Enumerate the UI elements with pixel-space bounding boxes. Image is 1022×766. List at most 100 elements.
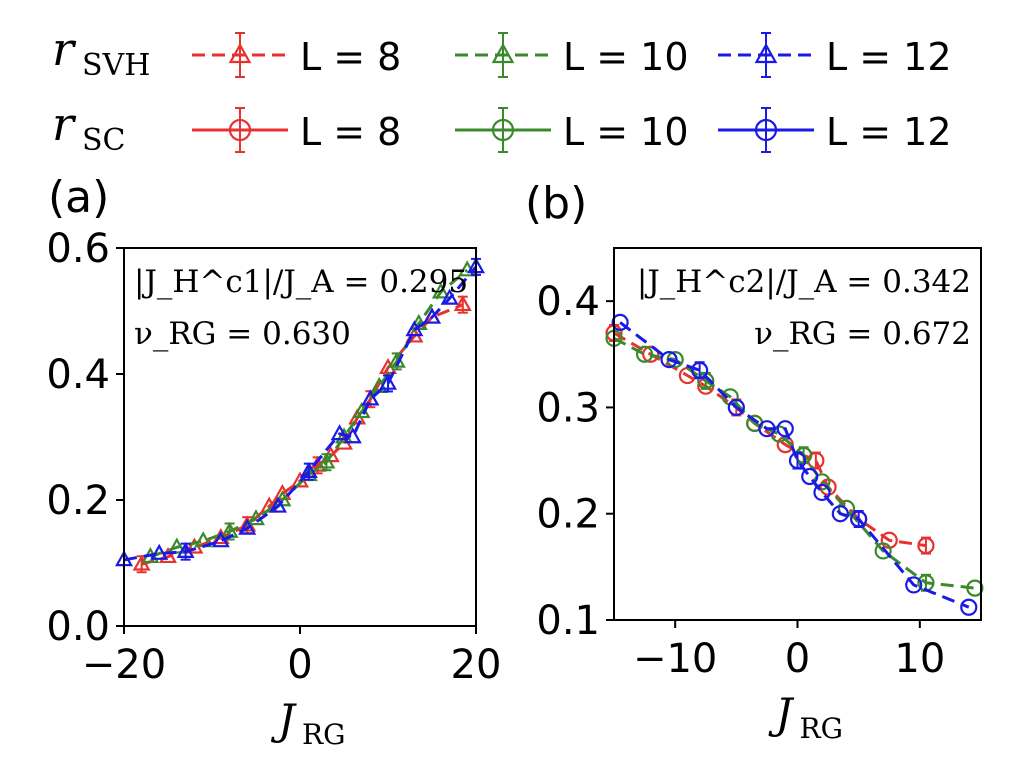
series-L12	[115, 257, 485, 567]
data-point	[758, 420, 776, 438]
y-tick-label: 0.1	[536, 598, 600, 644]
series-line	[613, 336, 976, 590]
y-tick-label: 0.0	[46, 604, 110, 650]
x-tick-label: −10	[633, 636, 717, 682]
legend-entry: L = 12	[718, 107, 952, 154]
data-point	[874, 542, 892, 560]
legend-circle-marker	[491, 118, 515, 142]
legend-entry: L = 8	[192, 32, 401, 79]
annotation: |J_H^c1|/J_A = 0.295 ν_RG = 0.630	[134, 264, 468, 352]
annotation-nu: ν_RG = 0.630	[134, 316, 351, 352]
plot-frame	[613, 247, 982, 621]
legend-circle-marker	[754, 118, 778, 142]
legend-triangle-marker	[491, 42, 515, 64]
data-point	[611, 313, 629, 331]
data-point	[453, 294, 472, 312]
x-tick-label: 0	[785, 636, 810, 682]
y-tick-label: 0.2	[536, 492, 600, 538]
data-point	[905, 576, 923, 594]
data-point	[850, 510, 868, 528]
legend-entry-label: L = 12	[826, 110, 952, 154]
legend-entry-label: L = 8	[300, 110, 401, 154]
panel-b-plot: −10 0 10 0.1 0.2 0.3 0.4 J RG |J_H^c2|/J_A = 0.34…	[536, 247, 984, 745]
data-point	[635, 345, 654, 363]
legend-entry-label: L = 10	[563, 110, 689, 154]
y-tick-label: 0.2	[46, 478, 110, 524]
x-tick-label: 0	[287, 642, 312, 688]
annotation-critical-coupling: |J_H^c2|/J_A = 0.342	[637, 264, 971, 300]
panel-a-label: (a)	[48, 172, 109, 223]
data-point	[379, 373, 397, 390]
data-point	[299, 461, 318, 478]
y-tick-label: 0.6	[46, 226, 110, 272]
data-point	[966, 579, 984, 597]
plot-frame	[123, 247, 477, 627]
legend-metric-label: r	[52, 97, 77, 151]
legend-entry-label: L = 12	[826, 35, 952, 79]
legend-triangle-marker	[228, 42, 252, 64]
data-point	[776, 420, 794, 438]
x-axis-label: J	[270, 695, 297, 744]
series-L12	[611, 313, 978, 616]
series-group	[115, 257, 485, 574]
legend-triangle-marker	[754, 42, 778, 64]
data-point	[660, 351, 678, 369]
legend-entry: L = 12	[718, 32, 952, 79]
data-point	[813, 483, 831, 502]
x-axis-label-subscript: RG	[800, 712, 843, 745]
legend-metric-label: r	[52, 22, 77, 76]
data-point	[132, 554, 151, 571]
annotation-critical-coupling: |J_H^c1|/J_A = 0.295	[134, 264, 468, 300]
series-line	[123, 265, 478, 562]
data-point	[642, 345, 660, 363]
y-tick-label: 0.3	[536, 385, 600, 431]
series-L10	[141, 260, 477, 564]
legend-metric-subscript: SC	[82, 123, 126, 158]
data-point	[330, 424, 349, 441]
legend-circle-marker	[228, 118, 252, 142]
y-tick-label: 0.4	[536, 279, 600, 325]
data-point	[423, 307, 441, 324]
data-point	[788, 451, 807, 470]
data-point	[176, 541, 195, 559]
annotation: |J_H^c2|/J_A = 0.342 ν_RG = 0.672	[637, 264, 971, 352]
data-point	[238, 518, 257, 535]
series-line	[149, 268, 469, 559]
x-axis-label: J	[768, 689, 795, 738]
x-tick-label: 20	[451, 642, 502, 688]
legend-entry: L = 8	[192, 107, 401, 154]
legend-metric-subscript: SVH	[82, 48, 150, 83]
panel-a-plot: −20 0 20 0.0 0.2 0.4 0.6 J RG |J_H^c1|/J_A = 0.29…	[46, 226, 501, 751]
series-line	[613, 331, 927, 548]
series-L8	[605, 324, 935, 555]
data-point	[211, 531, 230, 548]
data-point	[431, 282, 450, 299]
data-point	[150, 543, 169, 560]
data-point	[167, 537, 186, 554]
data-point	[727, 398, 745, 417]
x-axis-label-subscript: RG	[302, 718, 345, 751]
legend-entry: L = 10	[455, 32, 689, 79]
data-point	[361, 389, 380, 406]
legend-entry-label: L = 8	[300, 35, 401, 79]
legend-entry: L = 10	[455, 107, 689, 154]
data-point	[691, 361, 709, 379]
legend-entry-label: L = 10	[563, 35, 689, 79]
data-point	[831, 505, 849, 523]
data-point	[440, 288, 459, 305]
data-point	[801, 467, 819, 486]
series-L10	[605, 329, 984, 597]
annotation-nu: ν_RG = 0.672	[754, 316, 971, 352]
y-tick-label: 0.4	[46, 352, 110, 398]
data-point	[405, 320, 424, 337]
data-point	[317, 452, 336, 469]
data-point	[260, 496, 279, 513]
x-tick-label: 10	[894, 636, 945, 682]
series-group	[605, 313, 984, 616]
data-point	[917, 536, 935, 555]
data-point	[269, 496, 287, 513]
panel-b-label: (b)	[525, 178, 587, 229]
data-point	[960, 598, 978, 616]
